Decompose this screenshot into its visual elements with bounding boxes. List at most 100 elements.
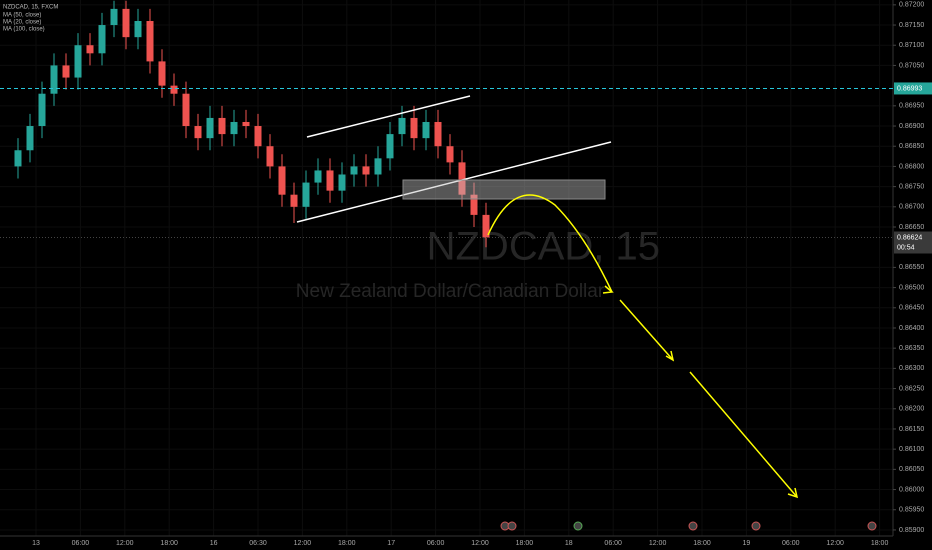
y-tick-label: 0.86000 <box>899 486 924 493</box>
candle-body <box>302 182 310 207</box>
candle-body <box>26 126 34 151</box>
y-tick-label: 0.86950 <box>899 103 924 110</box>
x-tick-label: 18 <box>565 540 573 547</box>
candle-body <box>50 65 58 94</box>
header: NZDCAD, 15, FXCM <box>3 5 58 11</box>
candle-body <box>446 146 454 163</box>
x-tick-label: 18:00 <box>160 540 178 547</box>
channel-top <box>306 95 471 138</box>
candle-body <box>146 21 154 62</box>
candle-body <box>434 121 442 147</box>
candle-body <box>98 25 106 54</box>
watermark: NZDCAD, 15 <box>427 225 660 269</box>
arrow-head <box>665 350 675 362</box>
candle-body <box>350 166 358 175</box>
candle-body <box>398 117 406 135</box>
arrow-head <box>787 487 799 499</box>
indicator-label: MA (20, close) <box>3 20 41 26</box>
candle-body <box>14 150 22 167</box>
candle-body <box>170 85 178 94</box>
y-tick-label: 0.86150 <box>899 426 924 433</box>
grid <box>0 0 893 536</box>
level-label-box <box>894 82 932 95</box>
y-tick-label: 0.86550 <box>899 264 924 271</box>
countdown: 00:54 <box>897 244 915 251</box>
last-price-box <box>894 231 932 254</box>
arrow <box>689 371 798 498</box>
y-tick-label: 0.87200 <box>899 2 924 9</box>
candle-body <box>110 8 118 26</box>
x-tick-label: 06:00 <box>604 540 622 547</box>
plot <box>14 0 490 248</box>
y-tick-label: 0.86350 <box>899 345 924 352</box>
candle-body <box>314 170 322 183</box>
y-tick-label: 0.87100 <box>899 42 924 49</box>
y-tick-label: 0.86400 <box>899 325 924 332</box>
x-tick-label: 06:30 <box>249 540 267 547</box>
candle-body <box>290 194 298 207</box>
x-tick-label: 18:00 <box>516 540 534 547</box>
x-tick-label: 06:00 <box>782 540 800 547</box>
candle-body <box>242 121 250 127</box>
x-tick-label: 12:00 <box>649 540 667 547</box>
candle-body <box>374 158 382 175</box>
x-tick-label: 19 <box>743 540 751 547</box>
x-tick-label: 06:00 <box>427 540 445 547</box>
y-tick-label: 0.87050 <box>899 62 924 69</box>
y-tick-label: 0.86200 <box>899 406 924 413</box>
candle-body <box>182 93 190 127</box>
candle-body <box>410 117 418 139</box>
y-tick-label: 0.86300 <box>899 365 924 372</box>
y-tick-label: 0.87150 <box>899 22 924 29</box>
channel-bottom <box>296 141 612 223</box>
y-tick-label: 0.86250 <box>899 385 924 392</box>
candle-body <box>62 65 70 78</box>
candle-body <box>254 126 262 147</box>
arrow-head <box>602 285 614 294</box>
indicator-label: MA (50, close) <box>3 13 41 19</box>
candle-body <box>386 134 394 159</box>
y-tick-label: 0.86450 <box>899 305 924 312</box>
candle-body <box>194 126 202 139</box>
indicator-label: MA (100, close) <box>3 27 45 33</box>
x-tick-label: 13 <box>32 540 40 547</box>
y-tick-label: 0.86700 <box>899 204 924 211</box>
y-tick-label: 0.86850 <box>899 143 924 150</box>
x-tick-label: 17 <box>387 540 395 547</box>
candle-body <box>158 61 166 86</box>
y-tick-label: 0.86050 <box>899 466 924 473</box>
y-tick-label: 0.86100 <box>899 446 924 453</box>
watermark-subtitle: New Zealand Dollar/Canadian Dollar <box>296 281 605 302</box>
level-label: 0.86993 <box>897 85 922 92</box>
y-tick-label: 0.86750 <box>899 183 924 190</box>
candle-body <box>38 93 46 127</box>
y-tick-label: 0.86500 <box>899 284 924 291</box>
candle-body <box>458 162 466 195</box>
candle-body <box>470 194 478 215</box>
x-tick-label: 18:00 <box>871 540 889 547</box>
candle-body <box>230 121 238 135</box>
candle-body <box>206 117 214 139</box>
candle-body <box>422 121 430 139</box>
zone <box>402 179 606 200</box>
x-tick-label: 06:00 <box>72 540 90 547</box>
candle-body <box>266 146 274 167</box>
candle-body <box>482 214 490 238</box>
x-tick-label: 12:00 <box>471 540 489 547</box>
x-tick-label: 12:00 <box>116 540 134 547</box>
last-price-label: 0.86624 <box>897 234 922 241</box>
candle-body <box>362 166 370 175</box>
y-tick-label: 0.85950 <box>899 507 924 514</box>
candle-body <box>218 117 226 135</box>
candle-body <box>86 45 94 54</box>
x-tick-label: 18:00 <box>338 540 356 547</box>
y-tick-label: 0.85900 <box>899 527 924 534</box>
y-tick-label: 0.86650 <box>899 224 924 231</box>
x-tick-label: 12:00 <box>826 540 844 547</box>
x-tick-label: 16 <box>210 540 218 547</box>
y-tick-label: 0.86800 <box>899 163 924 170</box>
candle-body <box>326 170 334 191</box>
